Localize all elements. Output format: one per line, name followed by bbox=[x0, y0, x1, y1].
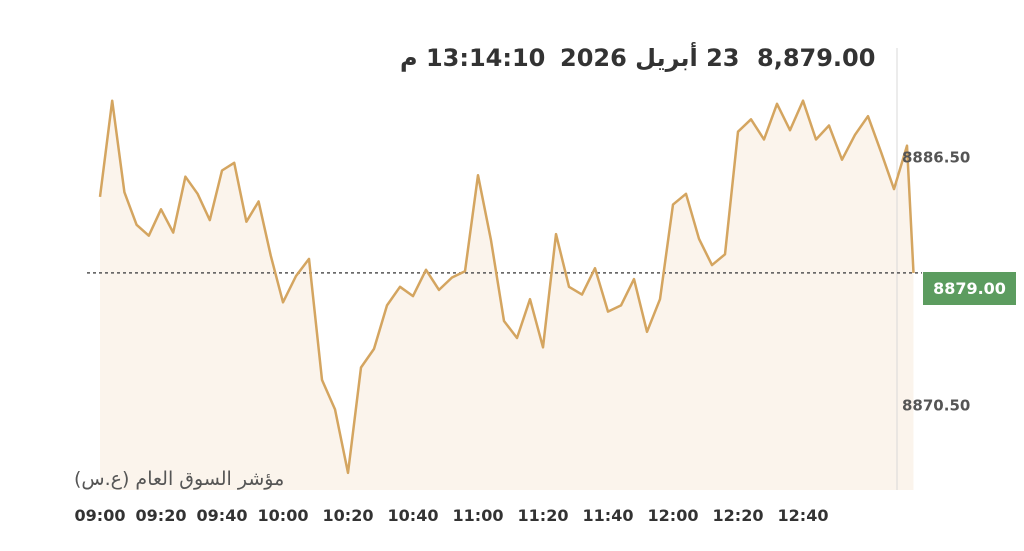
y-tick-label: 8886.50 bbox=[902, 149, 970, 167]
x-tick-label: 12:00 bbox=[648, 506, 699, 525]
header-price: 8,879.00 bbox=[757, 44, 876, 72]
x-tick-label: 10:00 bbox=[258, 506, 309, 525]
price-series-line bbox=[98, 99, 915, 475]
x-tick-label: 12:40 bbox=[778, 506, 829, 525]
header-date: 23 أبريل 2026 bbox=[560, 44, 740, 72]
x-tick-label: 12:20 bbox=[713, 506, 764, 525]
x-tick-labels: 09:00 09:20 09:40 10:00 10:20 10:40 11:00 11:20… bbox=[75, 506, 829, 525]
x-tick-label: 11:00 bbox=[453, 506, 504, 525]
x-tick-label: 09:20 bbox=[136, 506, 187, 525]
x-tick-label: 10:40 bbox=[388, 506, 439, 525]
x-tick-label: 09:40 bbox=[197, 506, 248, 525]
x-tick-label: 11:20 bbox=[518, 506, 569, 525]
current-price-tag: 8879.00 bbox=[923, 272, 1016, 305]
price-area-fill bbox=[100, 100, 914, 490]
index-name-label: مؤشر السوق العام (ع.س) bbox=[74, 468, 285, 490]
y-tick-label: 8870.50 bbox=[902, 397, 970, 415]
x-tick-label: 10:20 bbox=[323, 506, 374, 525]
header-time: 13:14:10 م bbox=[400, 44, 546, 72]
x-tick-label: 09:00 bbox=[75, 506, 126, 525]
x-tick-label: 11:40 bbox=[583, 506, 634, 525]
y-tick-labels: 8886.50 8870.50 bbox=[902, 149, 970, 415]
